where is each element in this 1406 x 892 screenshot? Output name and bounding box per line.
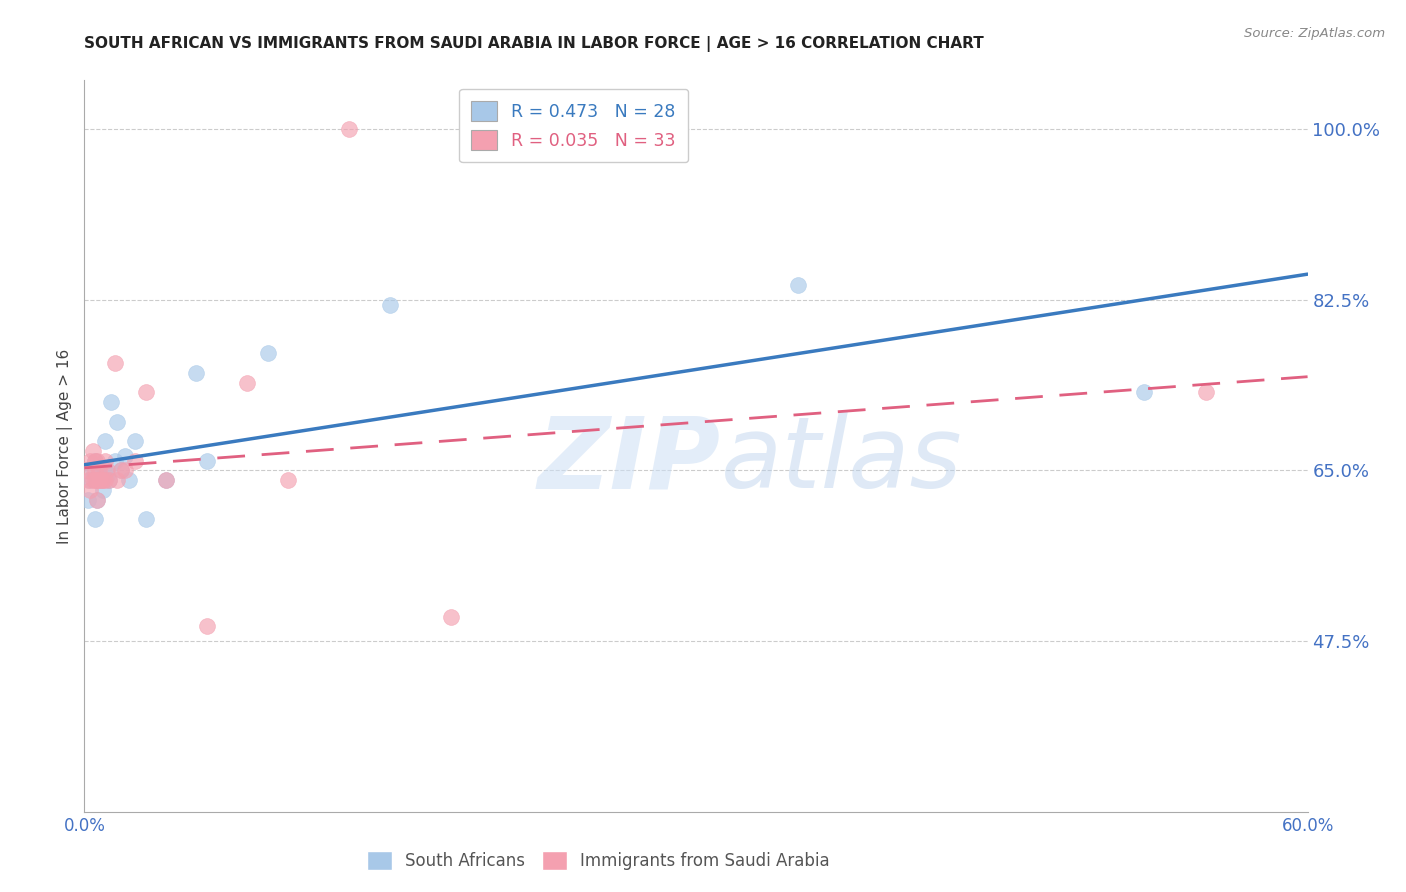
Point (440, 609, 463, 624)
Point (75, 463, 97, 477)
Point (93, 463, 117, 477)
Point (82, 463, 104, 477)
Point (100, 395, 122, 409)
Point (83, 512, 105, 526)
Point (86, 473, 108, 487)
Point (195, 453, 218, 467)
Point (339, 122, 361, 136)
Point (104, 356, 127, 370)
Point (77, 492, 100, 507)
Point (90, 473, 112, 487)
Point (110, 463, 132, 477)
Legend: South Africans, Immigrants from Saudi Arabia: South Africans, Immigrants from Saudi Ar… (360, 844, 837, 877)
Point (79, 473, 101, 487)
Point (155, 473, 177, 487)
Point (257, 346, 280, 360)
Point (83, 453, 105, 467)
Point (97, 473, 120, 487)
Point (82, 473, 104, 487)
Point (97, 473, 120, 487)
Point (83, 463, 105, 477)
Point (1133, 385, 1156, 400)
Point (96, 468, 118, 483)
Point (1195, 385, 1218, 400)
Point (90, 473, 112, 487)
Point (277, 473, 299, 487)
Point (91, 473, 114, 487)
Point (93, 434, 117, 449)
Point (118, 473, 141, 487)
Point (186, 366, 208, 380)
Point (79, 453, 101, 467)
Point (104, 453, 127, 467)
Point (110, 463, 132, 477)
Point (787, 278, 810, 293)
Point (86, 492, 108, 507)
Point (135, 512, 157, 526)
Point (380, 297, 402, 311)
Point (195, 619, 218, 633)
Point (82, 443, 104, 458)
Y-axis label: In Labor Force | Age > 16: In Labor Force | Age > 16 (58, 349, 73, 543)
Text: Source: ZipAtlas.com: Source: ZipAtlas.com (1244, 27, 1385, 40)
Point (135, 385, 157, 400)
Point (87, 463, 110, 477)
Point (83, 473, 105, 487)
Point (93, 453, 117, 467)
Point (87, 473, 110, 487)
Point (105, 415, 128, 429)
Point (87, 458, 110, 473)
Point (114, 449, 136, 463)
Point (86, 453, 108, 467)
Point (236, 376, 259, 390)
Point (79, 483, 101, 497)
Point (124, 453, 146, 467)
Text: SOUTH AFRICAN VS IMMIGRANTS FROM SAUDI ARABIA IN LABOR FORCE | AGE > 16 CORRELAT: SOUTH AFRICAN VS IMMIGRANTS FROM SAUDI A… (84, 36, 984, 52)
Point (91, 483, 114, 497)
Point (93, 473, 117, 487)
Point (124, 434, 146, 449)
Point (77, 473, 100, 487)
Point (105, 473, 128, 487)
Point (86, 492, 108, 507)
Point (96, 463, 118, 477)
Point (114, 463, 136, 477)
Point (83, 453, 105, 467)
Text: ZIP: ZIP (537, 412, 720, 509)
Point (155, 473, 177, 487)
Text: atlas: atlas (720, 412, 962, 509)
